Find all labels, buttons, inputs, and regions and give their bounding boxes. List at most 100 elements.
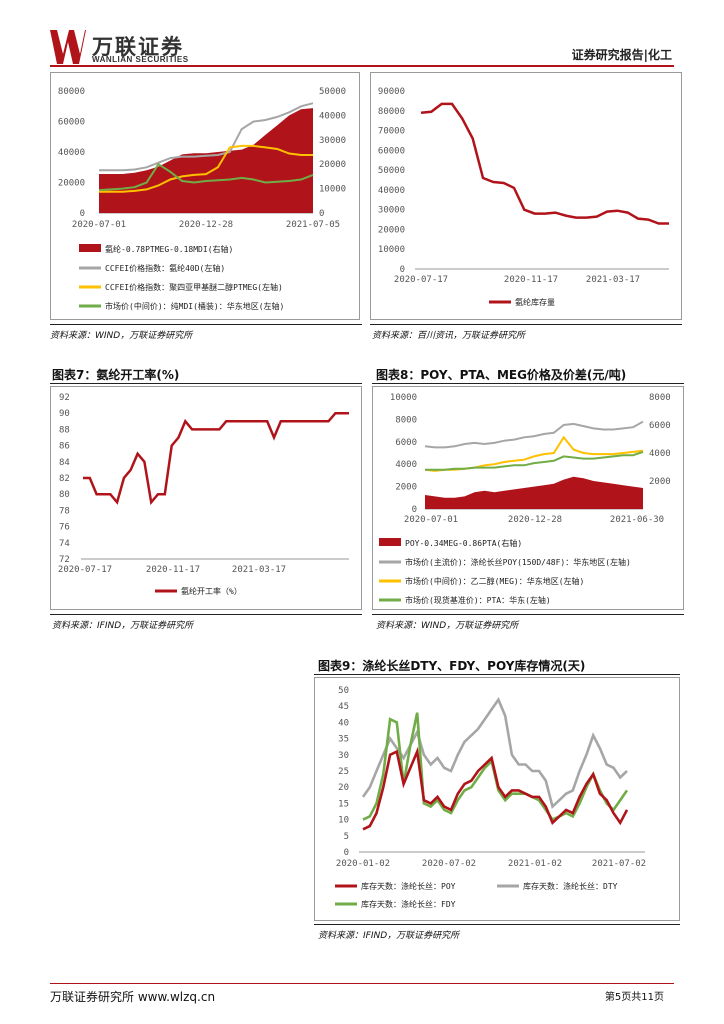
report-category: 证券研究报告|化工 — [571, 48, 672, 62]
fig6-ytick: 40000 — [378, 186, 405, 196]
fig6-xtick: 2021-03-17 — [586, 275, 640, 285]
fig7-xtick: 2021-03-17 — [232, 565, 286, 575]
fig7-ytick: 80 — [59, 490, 70, 500]
fig6-series-line — [420, 102, 669, 225]
fig9-series-line — [361, 697, 628, 810]
fig7-xtick: 2020-11-17 — [146, 565, 200, 575]
fig9-xtick: 2020-01-02 — [336, 859, 390, 869]
fig8-ytick-right: 2000 — [649, 477, 671, 487]
fig5-ytick-left: 40000 — [58, 148, 85, 158]
fig5-ytick-right: 40000 — [319, 111, 346, 121]
fig5-series-line — [99, 102, 314, 172]
fig8-series-area — [425, 476, 643, 509]
fig8-ytick-right: 4000 — [649, 449, 671, 459]
header-rule — [50, 65, 674, 67]
fig7-ytick: 84 — [59, 458, 70, 468]
fig5-legend-item-swatch — [79, 244, 101, 252]
fig9-legend-item-label: 库存天数：涤纶长丝：POY — [361, 881, 456, 891]
fig9-ytick: 35 — [338, 735, 349, 745]
footer-rule — [50, 983, 674, 984]
fig6-frame: 0 10000 20000 30000 40000 50000 60000 70000 8000… — [370, 72, 682, 320]
fig7-ytick: 90 — [59, 409, 70, 419]
fig7-source: 资料来源：IFIND，万联证券研究所 — [52, 621, 194, 631]
fig5-xtick: 2020-12-28 — [179, 220, 233, 230]
fig5-series-area — [99, 108, 313, 213]
fig6-source-rule — [370, 324, 682, 325]
fig5-legend-item-label: CCFEI价格指数：氨纶40D(左轴) — [105, 263, 225, 273]
fig8-ytick-left: 10000 — [390, 393, 417, 403]
page-number: 第5页共11页 — [604, 992, 664, 1003]
fig6-xtick: 2020-11-17 — [504, 275, 558, 285]
fig7-ytick: 86 — [59, 442, 70, 452]
fig9-xtick: 2021-07-02 — [592, 859, 646, 869]
fig7-title: 图表7：氨纶开工率(%) — [52, 368, 180, 382]
fig9-series-line — [362, 746, 629, 831]
fig8-xtick: 2021-06-30 — [610, 515, 664, 525]
fig7-ytick: 92 — [59, 393, 70, 403]
fig6-ytick: 0 — [400, 265, 405, 275]
fig8-title-rule — [372, 383, 684, 384]
fig6-ytick: 10000 — [378, 245, 405, 255]
fig6-ytick: 60000 — [378, 146, 405, 156]
fig9-ytick: 25 — [338, 767, 349, 777]
fig7-series-line — [83, 411, 349, 506]
fig5-series-line — [98, 162, 314, 192]
fig5-source: 资料来源：WIND，万联证券研究所 — [50, 331, 193, 341]
fig9-legend-item-label: 库存天数：涤纶长丝：FDY — [361, 899, 456, 909]
fig8-legend-item-label: 市场价(中间价)：乙二醇(MEG)：华东地区(左轴) — [405, 576, 584, 586]
fig9-ytick: 40 — [338, 718, 349, 728]
fig9-ytick: 45 — [338, 702, 349, 712]
fig8-series-line — [424, 420, 644, 449]
fig8-ytick-left: 6000 — [395, 438, 417, 448]
logo-english: WANLIAN SECURITIES — [92, 55, 189, 64]
fig9-xtick: 2021-01-02 — [508, 859, 562, 869]
fig8-legend-item-label: 市场价(现货基准价)：PTA：华东(左轴) — [405, 595, 551, 605]
fig9-ytick: 0 — [344, 848, 349, 858]
fig8-frame: 0 2000 4000 6000 8000 10000 2000 4000 6000 8000 20… — [372, 386, 684, 610]
fig9-ytick: 10 — [338, 816, 349, 826]
fig8-legend-item-label: POY-0.34MEG-0.86PTA(右轴) — [405, 538, 522, 548]
fig8-ytick-left: 4000 — [395, 460, 417, 470]
fig7-ytick: 76 — [59, 523, 70, 533]
fig8-legend-item-label: 市场价(主流价)：涤纶长丝POY(150D/48F)：华东地区(左轴) — [405, 557, 631, 567]
fig7-legend-item-label: 氨纶开工率（%） — [181, 586, 242, 596]
fig5-series-line — [99, 144, 313, 193]
fig5-ytick-right: 50000 — [319, 87, 346, 97]
fig9-xtick: 2020-07-02 — [422, 859, 476, 869]
fig6-ytick: 30000 — [378, 206, 405, 216]
fig8-xtick: 2020-07-01 — [404, 515, 458, 525]
fig7-frame: 72 74 76 78 80 82 84 86 88 90 92 2020-07-17 2020-11-… — [50, 386, 362, 610]
fig5-ytick-left: 0 — [80, 209, 85, 219]
fig7-chart: 72 74 76 78 80 82 84 86 88 90 92 2020-07-17 2020-11-… — [58, 393, 349, 596]
fig9-ytick: 5 — [344, 832, 349, 842]
fig9-ytick: 30 — [338, 751, 349, 761]
fig9-title-rule — [314, 674, 680, 675]
fig8-ytick-left: 8000 — [395, 415, 417, 425]
fig7-ytick: 82 — [59, 474, 70, 484]
fig9-ytick: 50 — [338, 686, 349, 696]
fig9-series-line — [362, 712, 629, 822]
fig8-ytick-left: 0 — [412, 505, 417, 515]
logo-text: 万联证券 — [92, 35, 184, 59]
fig5-ytick-right: 0 — [319, 209, 324, 219]
fig5-ytick-left: 60000 — [58, 118, 85, 128]
fig8-source-rule — [372, 614, 684, 615]
fig6-ytick: 80000 — [378, 107, 405, 117]
fig8-ytick-left: 2000 — [395, 483, 417, 493]
fig5-xtick: 2021-07-05 — [286, 220, 340, 230]
fig8-title: 图表8：POY、PTA、MEG价格及价差(元/吨) — [376, 368, 627, 382]
fig8-legend-item-swatch — [379, 538, 401, 546]
fig5-legend-item-label: 氨纶-0.78PTMEG-0.18MDI(右轴) — [105, 244, 233, 254]
fig8-chart: 0 2000 4000 6000 8000 10000 2000 4000 6000 8000 20… — [379, 393, 671, 605]
fig5-legend-item-label: 市场价(中间价)：纯MDI(桶装)：华东地区(左轴) — [105, 301, 284, 311]
fig9-frame: 0 5 10 15 20 25 30 35 40 45 50 2020-01-02 2020-07-02… — [314, 677, 680, 921]
fig6-ytick: 90000 — [378, 87, 405, 97]
fig7-title-rule — [50, 383, 362, 384]
fig9-source: 资料来源：IFIND，万联证券研究所 — [318, 931, 460, 941]
fig9-title: 图表9：涤纶长丝DTY、FDY、POY库存情况(天) — [318, 659, 586, 673]
fig5-ytick-right: 10000 — [319, 185, 346, 195]
fig6-xtick: 2020-07-17 — [394, 275, 448, 285]
fig8-series-line — [424, 435, 644, 472]
fig6-ytick: 50000 — [378, 166, 405, 176]
fig9-chart: 0 5 10 15 20 25 30 35 40 45 50 2020-01-02 2020-07-02… — [335, 686, 646, 909]
